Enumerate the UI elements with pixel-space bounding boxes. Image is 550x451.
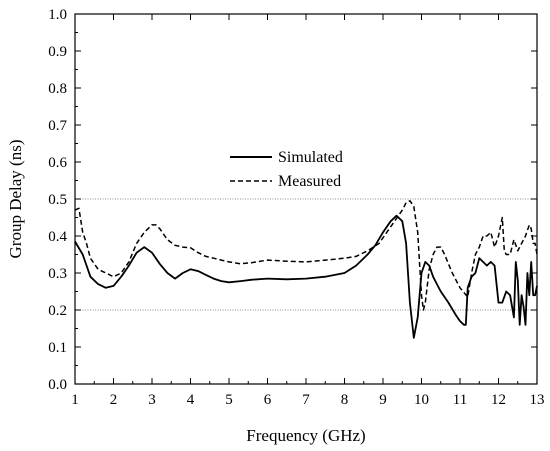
y-tick-label: 0.4 [48, 229, 67, 245]
x-tick-label: 6 [264, 392, 272, 408]
x-tick-label: 7 [302, 392, 310, 408]
x-tick-label: 9 [379, 392, 387, 408]
y-tick-label: 0.5 [48, 192, 67, 208]
y-tick-label: 0.7 [48, 118, 67, 134]
x-tick-label: 1 [71, 392, 79, 408]
y-tick-label: 0.8 [48, 81, 67, 97]
x-tick-label: 12 [491, 392, 506, 408]
y-tick-label: 0.0 [48, 377, 67, 393]
y-tick-label: 0.2 [48, 303, 67, 319]
legend: Simulated Measured [230, 149, 343, 190]
x-tick-label: 10 [414, 392, 429, 408]
x-tick-label: 3 [148, 392, 156, 408]
x-tick-label: 2 [110, 392, 118, 408]
x-tick-label: 13 [530, 392, 545, 408]
y-axis-title: Group Delay (ns) [6, 140, 25, 259]
y-tick-label: 0.1 [48, 340, 67, 356]
x-tick-label: 8 [341, 392, 349, 408]
y-axis-ticks: 0.0 0.1 0.2 0.3 0.4 0.5 0.6 0.7 0.8 0.9 1.0 [48, 7, 537, 393]
series-line-simulated [74, 214, 538, 339]
legend-label-measured: Measured [278, 173, 341, 190]
y-tick-label: 0.6 [48, 155, 67, 171]
y-tick-label: 1.0 [48, 7, 67, 23]
x-tick-label: 5 [225, 392, 233, 408]
x-tick-label: 11 [453, 392, 467, 408]
y-tick-label: 0.9 [48, 44, 67, 60]
series-layer [74, 200, 538, 339]
series-line-measured [74, 200, 538, 311]
legend-label-simulated: Simulated [278, 149, 343, 166]
x-axis-title: Frequency (GHz) [246, 426, 365, 445]
x-axis-ticks: 1 2 3 4 5 6 7 8 9 10 11 12 13 [71, 14, 545, 408]
y-tick-label: 0.3 [48, 266, 67, 282]
reference-lines [75, 198, 537, 311]
x-tick-label: 4 [187, 392, 195, 408]
